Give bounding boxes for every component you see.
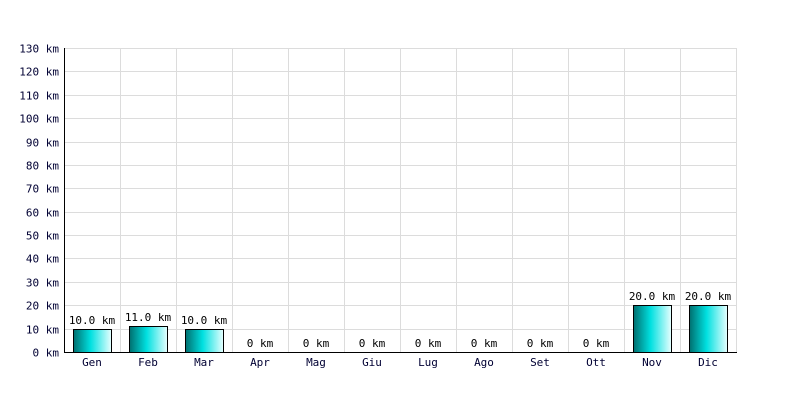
y-tick-label: 130 km: [19, 43, 59, 56]
y-tick-label: 0 km: [33, 347, 60, 360]
x-tick-label-ago: Ago: [474, 356, 494, 369]
data-label-set: 0 km: [527, 337, 554, 350]
x-tick-label-apr: Apr: [250, 356, 270, 369]
bar-feb: [129, 326, 168, 353]
x-tick-label-feb: Feb: [138, 356, 158, 369]
grid: [64, 48, 737, 352]
data-label-mar: 10.0 km: [181, 314, 228, 327]
bar-nov: [633, 305, 672, 353]
y-tick-label: 70 km: [26, 183, 59, 196]
labels: 0 km 10 km 20 km 30 km 40 km 50 km 60 km 70 km 8…: [19, 43, 731, 370]
x-tick-label-dic: Dic: [698, 356, 718, 369]
data-label-ott: 0 km: [583, 337, 610, 350]
x-tick-label-lug: Lug: [418, 356, 438, 369]
y-tick-label: 20 km: [26, 300, 59, 313]
y-tick-label: 110 km: [19, 90, 59, 103]
bars: [73, 305, 728, 353]
x-tick-label-giu: Giu: [362, 356, 382, 369]
y-tick-label: 80 km: [26, 160, 59, 173]
x-tick-label-gen: Gen: [82, 356, 102, 369]
axes: [64, 48, 737, 353]
y-tick-label: 90 km: [26, 137, 59, 150]
x-tick-label-nov: Nov: [642, 356, 662, 369]
y-tick-label: 60 km: [26, 207, 59, 220]
y-tick-label: 50 km: [26, 230, 59, 243]
data-label-nov: 20.0 km: [629, 290, 676, 303]
data-label-mag: 0 km: [303, 337, 330, 350]
data-label-gen: 10.0 km: [69, 314, 116, 327]
bar-gen: [73, 329, 112, 353]
data-label-lug: 0 km: [415, 337, 442, 350]
y-tick-label: 30 km: [26, 277, 59, 290]
data-label-dic: 20.0 km: [685, 290, 732, 303]
data-label-giu: 0 km: [359, 337, 386, 350]
data-label-apr: 0 km: [247, 337, 274, 350]
y-tick-label: 40 km: [26, 253, 59, 266]
y-tick-label: 120 km: [19, 66, 59, 79]
data-label-ago: 0 km: [471, 337, 498, 350]
data-label-feb: 11.0 km: [125, 311, 172, 324]
bar-mar: [185, 329, 224, 353]
x-tick-label-set: Set: [530, 356, 550, 369]
x-tick-label-ott: Ott: [586, 356, 606, 369]
x-tick-label-mag: Mag: [306, 356, 326, 369]
y-tick-label: 10 km: [26, 324, 59, 337]
x-tick-label-mar: Mar: [194, 356, 214, 369]
y-tick-label: 100 km: [19, 113, 59, 126]
bar-dic: [689, 305, 728, 353]
